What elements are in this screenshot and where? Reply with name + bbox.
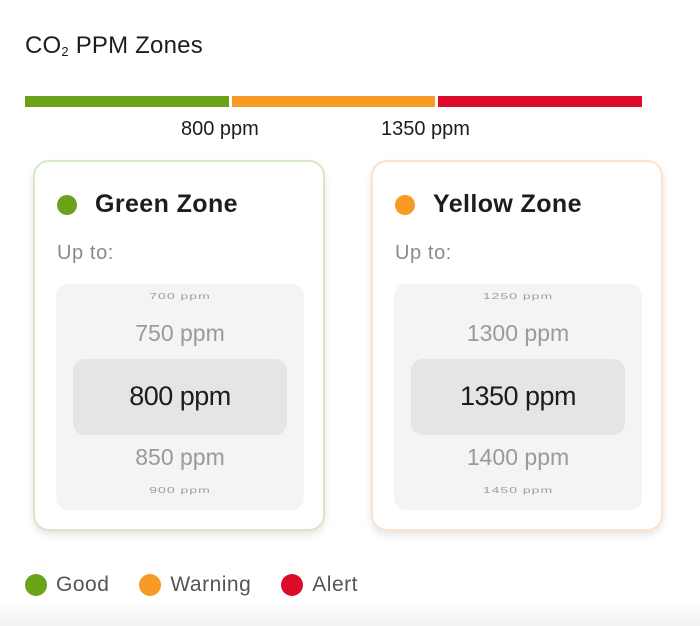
yellow-ppm-picker[interactable]: 1250 ppm 1300 ppm 1350 ppm 1400 ppm 1450… <box>394 284 642 510</box>
page-title: CO2 PPM Zones <box>25 32 203 60</box>
green-zone-card: Green Zone Up to: 700 ppm 750 ppm 800 pp… <box>33 160 325 531</box>
picker-option[interactable]: 1250 ppm <box>482 291 554 301</box>
card-header: Green Zone <box>57 190 238 219</box>
card-title: Green Zone <box>95 190 238 218</box>
bottom-fade <box>0 600 700 626</box>
title-main: CO <box>25 32 62 59</box>
picker-option-selected[interactable]: 1350 ppm <box>459 381 577 411</box>
picker-option[interactable]: 1450 ppm <box>482 485 554 495</box>
card-title: Yellow Zone <box>433 190 582 218</box>
picker-option[interactable]: 750 ppm <box>135 320 225 346</box>
zone-bar-warning-segment <box>231 96 436 107</box>
threshold-label-yellow: 1350 ppm <box>381 118 470 140</box>
legend: Good Warning Alert <box>25 573 388 597</box>
legend-item-alert: Alert <box>281 573 358 597</box>
title-subscript: 2 <box>61 44 69 59</box>
picker-selection-highlight <box>73 359 287 435</box>
orange-dot-icon <box>139 574 162 596</box>
picker-option[interactable]: 700 ppm <box>149 291 211 301</box>
zone-bar-alert-segment <box>438 96 643 107</box>
green-dot-icon <box>25 574 47 596</box>
picker-selection-highlight <box>411 359 625 435</box>
picker-option[interactable]: 850 ppm <box>135 444 225 470</box>
legend-item-warning: Warning <box>139 573 251 597</box>
legend-label: Warning <box>170 573 252 596</box>
upto-label: Up to: <box>57 242 114 264</box>
yellow-zone-card: Yellow Zone Up to: 1250 ppm 1300 ppm 135… <box>371 160 663 531</box>
picker-option[interactable]: 900 ppm <box>149 485 211 495</box>
card-header: Yellow Zone <box>395 190 582 219</box>
picker-option[interactable]: 1400 ppm <box>466 444 570 470</box>
zone-bar <box>25 96 643 107</box>
upto-label: Up to: <box>395 242 452 264</box>
legend-item-good: Good <box>25 573 109 597</box>
zone-bar-good-segment <box>25 96 229 107</box>
orange-dot-icon <box>395 194 415 215</box>
green-ppm-picker[interactable]: 700 ppm 750 ppm 800 ppm 850 ppm 900 ppm <box>56 284 304 510</box>
threshold-label-green: 800 ppm <box>181 118 259 140</box>
picker-option[interactable]: 1300 ppm <box>466 320 570 346</box>
green-dot-icon <box>57 194 77 215</box>
legend-label: Good <box>56 573 110 596</box>
title-rest: PPM Zones <box>68 32 203 59</box>
legend-label: Alert <box>312 573 358 596</box>
picker-option-selected[interactable]: 800 ppm <box>129 381 231 411</box>
red-dot-icon <box>281 574 304 596</box>
